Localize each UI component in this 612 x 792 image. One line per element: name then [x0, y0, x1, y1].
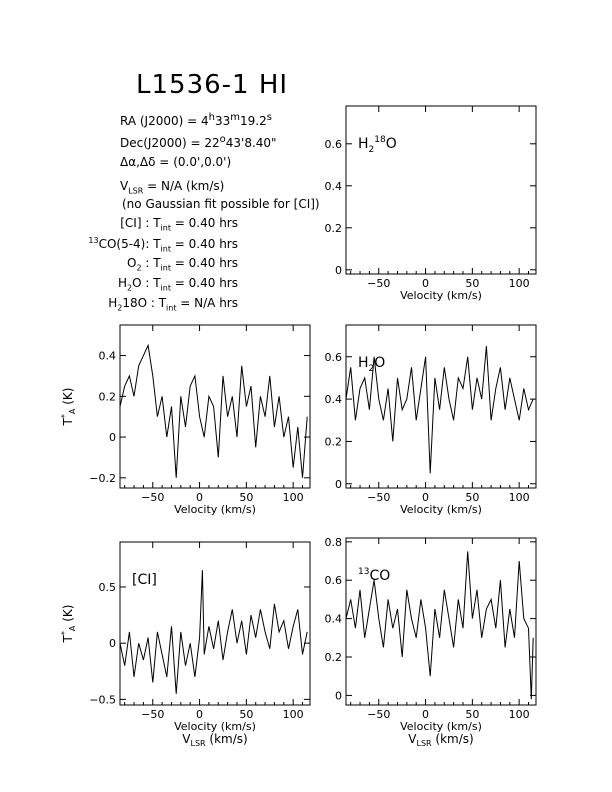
x-tick-label: 0 — [422, 277, 429, 290]
x-tick-label: −50 — [367, 708, 390, 721]
fit-note: (no Gaussian fit possible for [CI]) — [122, 197, 320, 211]
vlsr-value: = N/A (km/s) — [147, 179, 225, 193]
y-tick-label: 0.6 — [325, 574, 343, 587]
ra-label: RA (J2000) = — [120, 114, 198, 128]
x-tick-label: 0 — [196, 708, 203, 721]
tint-line: H2O : Tint = 0.40 hrs — [117, 276, 238, 293]
x-tick-label: −50 — [141, 708, 164, 721]
ra-hours: 4 — [201, 114, 209, 128]
x-tick-label: −50 — [141, 491, 164, 504]
plot-frame — [345, 537, 537, 706]
page-title: L1536-1 HI — [136, 70, 289, 100]
y-tick-label: 0.4 — [325, 393, 343, 406]
panel-13co: −50 0 50 100 0 0.2 0.4 0.6 0.8 Velocity (km/s)VLS… — [325, 536, 537, 748]
ra-line: RA (J2000) = 4h33m19.2s — [120, 112, 272, 128]
ra-seconds: 19.2 — [240, 114, 267, 128]
x-tick-label: 50 — [465, 277, 479, 290]
y-tick-label: 0 — [335, 478, 342, 491]
x-tick-label: 50 — [239, 491, 253, 504]
y-tick-label: 0 — [109, 637, 116, 650]
y-tick-label: 0.5 — [99, 581, 117, 594]
y-tick-label: 0 — [335, 264, 342, 277]
x-tick-label: 0 — [196, 491, 203, 504]
x-tick-label: 100 — [509, 491, 530, 504]
dec-line: Dec(J2000) = 22o43'8.40" — [120, 134, 277, 150]
y-axis-label: T*A (K) — [60, 388, 77, 427]
x-tick-label: −50 — [367, 491, 390, 504]
vlsr-sub: LSR — [128, 186, 144, 196]
panel-o2: −50 0 50 100 −0.2 0 0.2 0.4 Velocity (km/s) T*A (… — [60, 324, 311, 516]
y-tick-label: 0.2 — [99, 390, 117, 403]
plot-frame — [345, 324, 537, 489]
offset-label: Δα,Δδ = — [120, 155, 170, 169]
x-axis-label: Velocity (km/s) — [174, 503, 256, 516]
y-axis-label: T*A (K) — [60, 605, 77, 644]
x-tick-label: 50 — [465, 708, 479, 721]
x-tick-label: 100 — [283, 491, 304, 504]
panel-ci: −50 0 50 100 −0.5 0 0.5 Velocity (km/s)VLSR (km… — [60, 541, 311, 748]
spectrum-line — [345, 551, 534, 700]
x-axis-label-vlsr: VLSR (km/s) — [182, 732, 247, 748]
plot-frame — [119, 541, 311, 706]
x-axis-label: Velocity (km/s) — [400, 720, 482, 733]
panel-label: H218O — [358, 135, 397, 155]
panel-label: [CI] — [132, 572, 157, 588]
spectrum-line — [345, 346, 534, 474]
y-tick-label: 0.6 — [325, 351, 343, 364]
dec-degrees: 22 — [204, 136, 220, 150]
y-tick-label: 0.4 — [99, 350, 117, 363]
y-tick-label: 0 — [109, 431, 116, 444]
x-axis-label: Velocity (km/s) — [400, 289, 482, 302]
y-tick-label: 0.4 — [325, 180, 343, 193]
x-tick-label: 0 — [422, 708, 429, 721]
offset-line: Δα,Δδ = (0.0',0.0') — [120, 155, 231, 169]
panel-label: 13CO — [358, 567, 390, 584]
spectrum-line — [119, 570, 308, 694]
dec-rest: 43'8.40" — [225, 136, 277, 150]
y-tick-label: 0 — [335, 689, 342, 702]
panel-h218o: −50 0 50 100 0 0.2 0.4 0.6 Velocity (km/s) H218O — [325, 105, 537, 302]
y-tick-label: −0.5 — [89, 693, 116, 706]
dec-label: Dec(J2000) = — [120, 136, 201, 150]
y-tick-label: 0.2 — [325, 651, 343, 664]
x-tick-label: 50 — [465, 491, 479, 504]
spectrum-line — [119, 343, 308, 478]
tint-line: H218O : Tint = N/A hrs — [108, 296, 238, 313]
x-tick-label: 50 — [239, 708, 253, 721]
y-tick-label: 0.2 — [325, 435, 343, 448]
panel-label: H2O — [358, 355, 385, 374]
tint-line: [CI] : Tint = 0.40 hrs — [120, 216, 238, 233]
offset-value: (0.0',0.0') — [173, 155, 232, 169]
plot-frame — [345, 105, 537, 275]
x-tick-label: −50 — [367, 277, 390, 290]
ra-minutes: 33 — [215, 114, 231, 128]
y-tick-label: 0.8 — [325, 536, 343, 549]
y-tick-label: −0.2 — [89, 472, 116, 485]
y-tick-label: 0.2 — [325, 222, 343, 235]
x-tick-label: 100 — [509, 708, 530, 721]
vlsr-label: V — [120, 179, 129, 193]
tint-line: 13CO(5-4): Tint = 0.40 hrs — [88, 236, 238, 254]
x-tick-label: 100 — [509, 277, 530, 290]
vlsr-line: VLSR = N/A (km/s) — [120, 179, 224, 195]
y-tick-label: 0.6 — [325, 138, 343, 151]
panel-h2o: −50 0 50 100 0 0.2 0.4 0.6 Velocity (km/s) H2O — [325, 324, 537, 516]
x-axis-label: Velocity (km/s) — [174, 720, 256, 733]
x-axis-label: Velocity (km/s) — [400, 503, 482, 516]
tint-line: O2 : Tint = 0.40 hrs — [126, 256, 238, 273]
x-tick-label: 0 — [422, 491, 429, 504]
x-tick-label: 100 — [283, 708, 304, 721]
x-axis-label-vlsr: VLSR (km/s) — [408, 732, 473, 748]
y-tick-label: 0.4 — [325, 613, 343, 626]
